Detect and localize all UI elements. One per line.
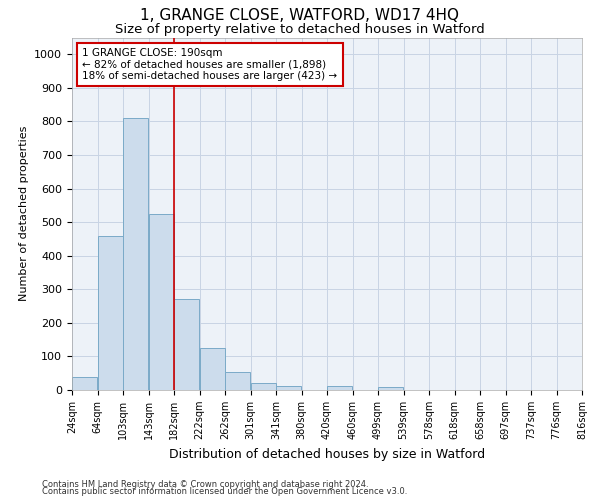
Bar (276, 386, 301, 390)
Bar (98, 236, 123, 390)
Y-axis label: Number of detached properties: Number of detached properties (19, 126, 29, 302)
Text: Size of property relative to detached houses in Watford: Size of property relative to detached ho… (115, 22, 485, 36)
Bar (251, 382, 276, 390)
Bar (378, 386, 403, 390)
Text: Contains public sector information licensed under the Open Government Licence v3: Contains public sector information licen… (42, 487, 407, 496)
Bar (123, 118, 148, 390)
Bar (225, 372, 250, 390)
Bar (149, 214, 174, 390)
Text: 1 GRANGE CLOSE: 190sqm
← 82% of detached houses are smaller (1,898)
18% of semi-: 1 GRANGE CLOSE: 190sqm ← 82% of detached… (82, 48, 337, 82)
Bar (200, 348, 225, 390)
Bar (72, 376, 97, 390)
Bar (327, 386, 352, 390)
Bar (174, 300, 199, 390)
Text: Contains HM Land Registry data © Crown copyright and database right 2024.: Contains HM Land Registry data © Crown c… (42, 480, 368, 489)
X-axis label: Distribution of detached houses by size in Watford: Distribution of detached houses by size … (169, 448, 485, 460)
Text: 1, GRANGE CLOSE, WATFORD, WD17 4HQ: 1, GRANGE CLOSE, WATFORD, WD17 4HQ (140, 8, 460, 22)
